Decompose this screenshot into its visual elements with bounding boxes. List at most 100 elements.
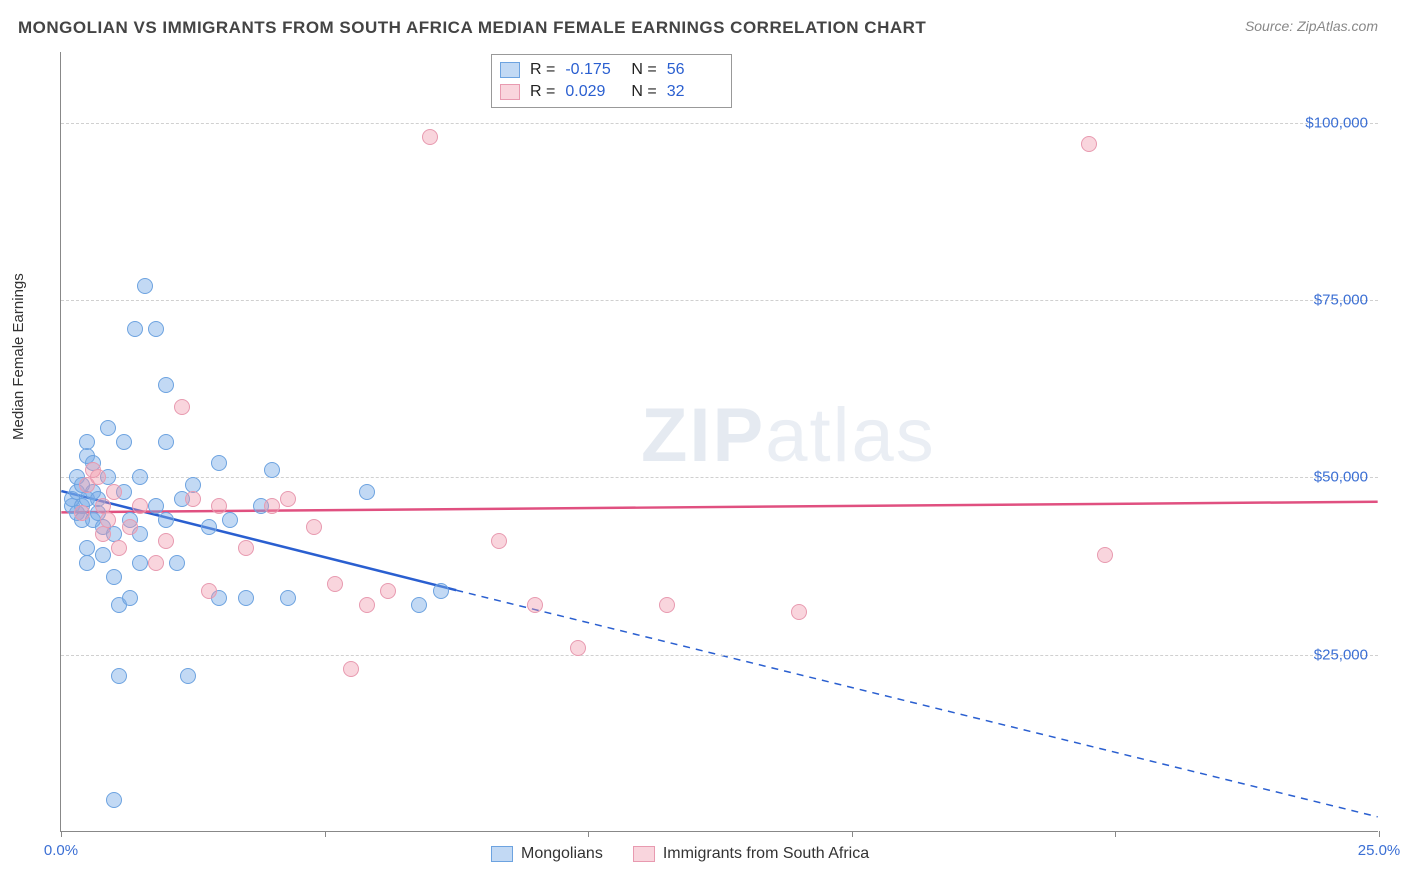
- y-tick-label: $75,000: [1314, 292, 1368, 309]
- point-south-africa: [359, 597, 375, 613]
- x-tick: [1115, 831, 1116, 837]
- stats-row-south-africa: R = 0.029 N = 32: [500, 81, 723, 103]
- point-mongolians: [127, 321, 143, 337]
- y-tick-label: $100,000: [1305, 114, 1368, 131]
- point-mongolians: [79, 555, 95, 571]
- y-tick-label: $25,000: [1314, 646, 1368, 663]
- x-tick-label: 25.0%: [1358, 842, 1401, 859]
- watermark: ZIPatlas: [641, 392, 936, 479]
- regression-lines: [61, 52, 1378, 831]
- point-south-africa: [111, 540, 127, 556]
- point-mongolians: [132, 555, 148, 571]
- swatch-south-africa: [500, 84, 520, 100]
- point-south-africa: [201, 583, 217, 599]
- plot-area: ZIPatlas R = -0.175 N = 56 R = 0.029 N =…: [60, 52, 1378, 832]
- n-label: N =: [631, 59, 656, 81]
- bottom-legend: Mongolians Immigrants from South Africa: [491, 845, 869, 863]
- gridline: [61, 300, 1378, 301]
- stats-row-mongolians: R = -0.175 N = 56: [500, 59, 723, 81]
- point-south-africa: [280, 491, 296, 507]
- point-mongolians: [280, 590, 296, 606]
- r-label: R =: [530, 81, 555, 103]
- point-south-africa: [491, 533, 507, 549]
- gridline: [61, 655, 1378, 656]
- point-mongolians: [148, 321, 164, 337]
- point-mongolians: [122, 590, 138, 606]
- r-label: R =: [530, 59, 555, 81]
- point-south-africa: [343, 661, 359, 677]
- point-south-africa: [1097, 547, 1113, 563]
- point-south-africa: [74, 505, 90, 521]
- point-south-africa: [327, 576, 343, 592]
- swatch-icon: [633, 846, 655, 862]
- x-tick: [588, 831, 589, 837]
- point-mongolians: [211, 455, 227, 471]
- point-south-africa: [380, 583, 396, 599]
- point-south-africa: [174, 399, 190, 415]
- x-tick: [1379, 831, 1380, 837]
- r-value-mongolians: -0.175: [565, 59, 621, 81]
- point-mongolians: [111, 668, 127, 684]
- n-value-south-africa: 32: [667, 81, 723, 103]
- point-south-africa: [211, 498, 227, 514]
- chart-title: MONGOLIAN VS IMMIGRANTS FROM SOUTH AFRIC…: [18, 18, 926, 38]
- point-south-africa: [122, 519, 138, 535]
- point-south-africa: [106, 484, 122, 500]
- point-south-africa: [90, 469, 106, 485]
- point-south-africa: [422, 129, 438, 145]
- point-mongolians: [222, 512, 238, 528]
- point-mongolians: [132, 469, 148, 485]
- swatch-icon: [491, 846, 513, 862]
- point-mongolians: [79, 434, 95, 450]
- point-mongolians: [201, 519, 217, 535]
- point-mongolians: [359, 484, 375, 500]
- point-south-africa: [791, 604, 807, 620]
- x-tick: [325, 831, 326, 837]
- point-south-africa: [306, 519, 322, 535]
- point-south-africa: [158, 533, 174, 549]
- point-mongolians: [264, 462, 280, 478]
- y-axis-label: Median Female Earnings: [10, 273, 27, 440]
- y-tick-label: $50,000: [1314, 469, 1368, 486]
- point-south-africa: [95, 526, 111, 542]
- point-south-africa: [264, 498, 280, 514]
- point-south-africa: [100, 512, 116, 528]
- point-mongolians: [137, 278, 153, 294]
- r-value-south-africa: 0.029: [565, 81, 621, 103]
- point-south-africa: [148, 555, 164, 571]
- point-mongolians: [238, 590, 254, 606]
- stats-legend-box: R = -0.175 N = 56 R = 0.029 N = 32: [491, 54, 732, 108]
- point-south-africa: [238, 540, 254, 556]
- source-attribution: Source: ZipAtlas.com: [1245, 18, 1378, 34]
- point-south-africa: [132, 498, 148, 514]
- x-tick-label: 0.0%: [44, 842, 78, 859]
- legend-item-south-africa: Immigrants from South Africa: [633, 845, 869, 863]
- point-mongolians: [148, 498, 164, 514]
- point-south-africa: [1081, 136, 1097, 152]
- x-tick: [852, 831, 853, 837]
- n-label: N =: [631, 81, 656, 103]
- gridline: [61, 123, 1378, 124]
- x-tick: [61, 831, 62, 837]
- point-south-africa: [659, 597, 675, 613]
- point-mongolians: [433, 583, 449, 599]
- point-mongolians: [116, 434, 132, 450]
- gridline: [61, 477, 1378, 478]
- point-mongolians: [158, 512, 174, 528]
- n-value-mongolians: 56: [667, 59, 723, 81]
- point-south-africa: [570, 640, 586, 656]
- point-south-africa: [527, 597, 543, 613]
- point-mongolians: [106, 792, 122, 808]
- point-mongolians: [169, 555, 185, 571]
- point-south-africa: [185, 491, 201, 507]
- point-mongolians: [158, 377, 174, 393]
- regression-line-mongolians-extrapolated: [456, 590, 1377, 817]
- swatch-mongolians: [500, 62, 520, 78]
- point-mongolians: [411, 597, 427, 613]
- point-mongolians: [158, 434, 174, 450]
- point-mongolians: [100, 420, 116, 436]
- point-mongolians: [106, 569, 122, 585]
- point-mongolians: [95, 547, 111, 563]
- point-mongolians: [180, 668, 196, 684]
- legend-item-mongolians: Mongolians: [491, 845, 603, 863]
